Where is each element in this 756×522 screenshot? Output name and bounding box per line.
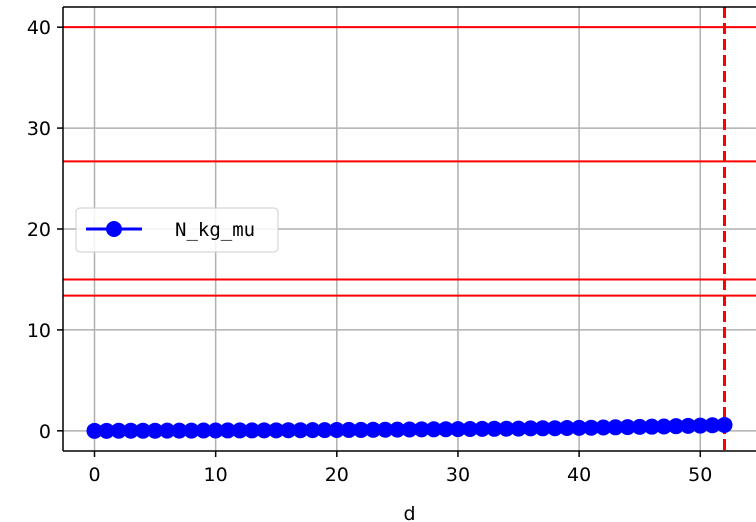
series-layer — [86, 416, 733, 439]
data-point — [571, 419, 588, 436]
data-point — [704, 417, 721, 434]
data-point — [377, 421, 394, 438]
data-point — [425, 421, 442, 438]
x-tick-label: 20 — [325, 464, 349, 486]
data-point — [316, 422, 333, 439]
data-point — [437, 421, 454, 438]
data-point — [268, 422, 285, 439]
data-point — [86, 422, 103, 439]
x-tick-label: 40 — [567, 464, 591, 486]
legend: N_kg_mu — [75, 207, 279, 253]
data-point — [219, 422, 236, 439]
data-point — [546, 420, 563, 437]
data-point — [462, 421, 479, 438]
data-point — [716, 416, 733, 433]
data-point — [98, 422, 115, 439]
data-point — [231, 422, 248, 439]
y-tick-label: 30 — [27, 118, 51, 140]
data-point — [292, 422, 309, 439]
data-point — [134, 422, 151, 439]
data-point — [486, 420, 503, 437]
y-tick-label: 0 — [39, 421, 51, 443]
data-point — [122, 422, 139, 439]
data-point — [583, 419, 600, 436]
x-axis-label: d — [403, 503, 415, 522]
data-point — [328, 422, 345, 439]
x-tick-label: 0 — [88, 464, 100, 486]
data-point — [280, 422, 297, 439]
data-point — [159, 422, 176, 439]
y-tick-label: 20 — [27, 219, 51, 241]
data-point — [680, 417, 697, 434]
x-tick-label: 10 — [204, 464, 228, 486]
data-point — [607, 419, 624, 436]
data-point — [655, 418, 672, 435]
legend-marker — [106, 221, 122, 237]
data-point — [256, 422, 273, 439]
data-point — [207, 422, 224, 439]
data-point — [183, 422, 200, 439]
data-point — [340, 421, 357, 438]
data-point — [401, 421, 418, 438]
data-point — [668, 418, 685, 435]
data-point — [643, 418, 660, 435]
data-point — [510, 420, 527, 437]
data-point — [353, 421, 370, 438]
data-point — [244, 422, 260, 439]
legend-box — [75, 207, 279, 253]
tick-layer: 0 10 20 30 40 50 0 10 20 30 40 — [27, 17, 713, 486]
data-point — [534, 420, 551, 437]
y-tick-label: 40 — [27, 17, 51, 39]
legend-entry-label: N_kg_mu — [175, 219, 255, 241]
data-point — [413, 421, 430, 438]
data-point — [595, 419, 612, 436]
data-point — [195, 422, 212, 439]
data-point — [449, 421, 466, 438]
x-tick-label: 50 — [688, 464, 712, 486]
data-point — [147, 422, 164, 439]
data-point — [498, 420, 515, 437]
data-point — [304, 422, 321, 439]
data-point — [559, 419, 575, 436]
data-point — [619, 419, 636, 436]
x-tick-label: 30 — [446, 464, 470, 486]
data-point — [522, 420, 539, 437]
data-point — [365, 421, 382, 438]
data-point — [474, 420, 491, 437]
data-point — [692, 417, 709, 434]
data-point — [171, 422, 188, 439]
data-point — [110, 422, 127, 439]
y-tick-label: 10 — [27, 320, 51, 342]
reference-lines — [63, 7, 756, 451]
data-point — [389, 421, 406, 438]
data-point — [631, 418, 648, 435]
